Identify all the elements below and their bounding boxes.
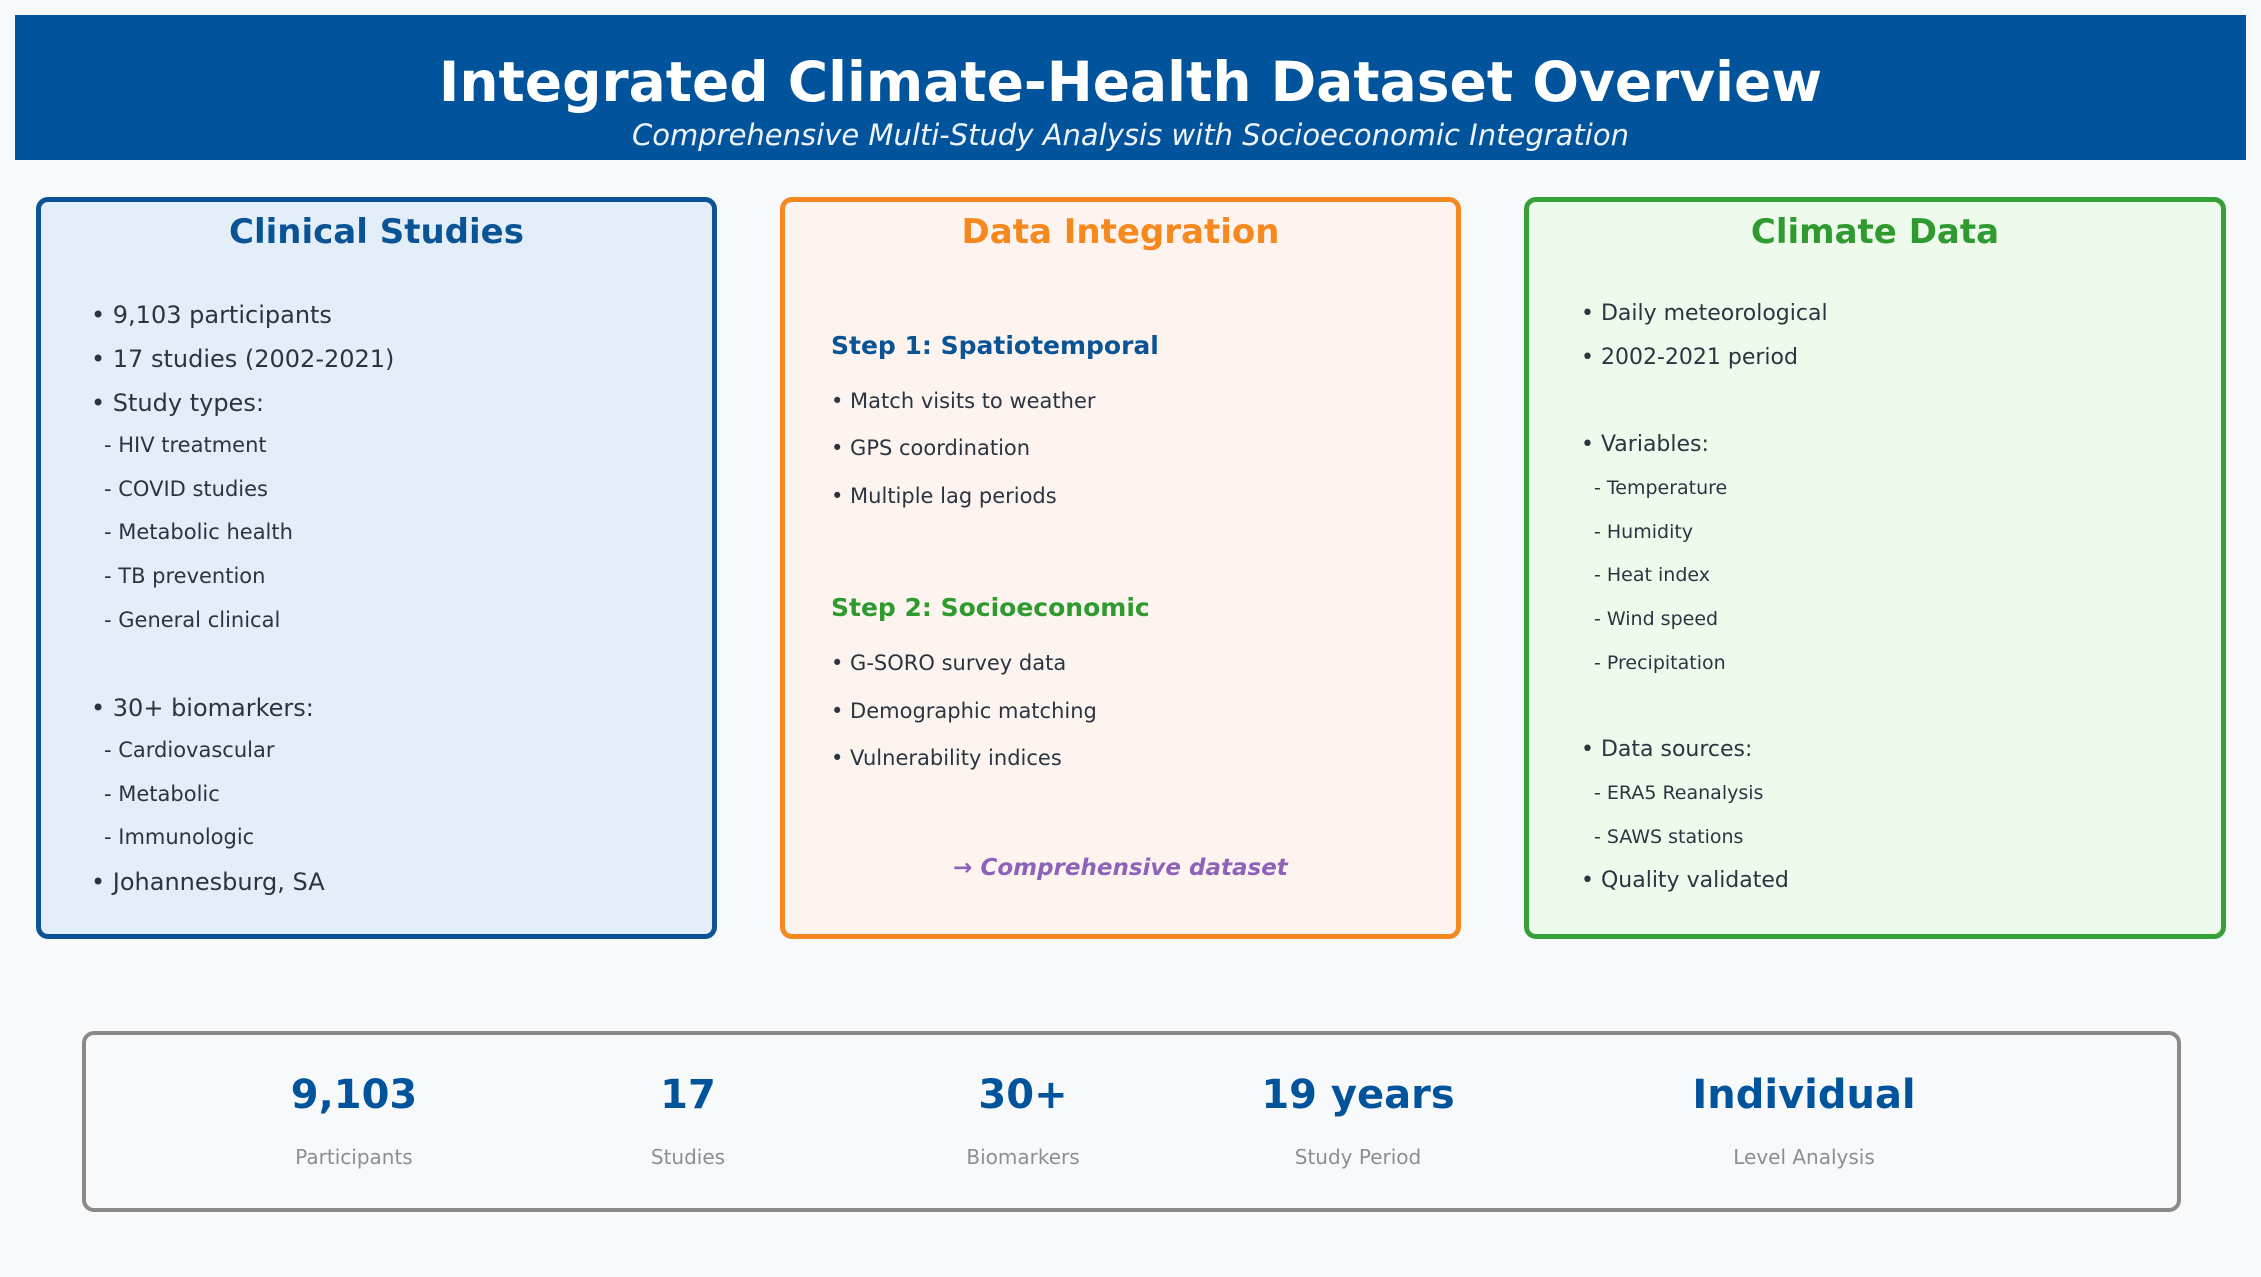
climate-subline: - SAWS stations: [1594, 826, 1744, 848]
page-subtitle: Comprehensive Multi-Study Analysis with …: [632, 118, 1629, 152]
clinical-subline: - Cardiovascular: [104, 738, 275, 762]
climate-line: • Data sources:: [1581, 737, 1753, 762]
climate-subline: - Precipitation: [1594, 652, 1726, 674]
stat-label: Participants: [295, 1145, 413, 1169]
clinical-line: • 30+ biomarkers:: [91, 694, 314, 722]
stat-label: Study Period: [1294, 1145, 1422, 1169]
step2-item: • Demographic matching: [831, 699, 1097, 723]
stat-value: 19 years: [1261, 1072, 1455, 1118]
clinical-subline: - HIV treatment: [104, 433, 267, 457]
climate-line: • Quality validated: [1581, 868, 1789, 893]
clinical-subline: - Immunologic: [104, 825, 255, 849]
clinical-line: • Study types:: [91, 389, 264, 417]
climate-subline: - Wind speed: [1594, 608, 1719, 630]
stat-label: Biomarkers: [966, 1145, 1080, 1169]
climate-subline: - Temperature: [1594, 477, 1728, 499]
step1-item: • Match visits to weather: [831, 389, 1096, 413]
clinical-line: • 17 studies (2002-2021): [91, 345, 395, 373]
climate-subline: - ERA5 Reanalysis: [1594, 782, 1764, 804]
stat-value: 9,103: [290, 1072, 418, 1118]
step1-item: • GPS coordination: [831, 436, 1031, 460]
climate-line: • Daily meteorological: [1581, 301, 1828, 326]
climate-line: • Variables:: [1581, 432, 1709, 457]
stat-value: 30+: [978, 1072, 1068, 1118]
header-banner: Integrated Climate-Health Dataset Overvi…: [15, 15, 2246, 160]
clinical-panel-title: Clinical Studies: [229, 212, 524, 252]
stat-label: Level Analysis: [1733, 1145, 1875, 1169]
step2-item: • Vulnerability indices: [831, 746, 1062, 770]
step1-item: • Multiple lag periods: [831, 484, 1057, 508]
climate-data-panel: Climate Data • Daily meteorological • 20…: [1524, 197, 2226, 939]
step1-heading: Step 1: Spatiotemporal: [831, 331, 1159, 360]
clinical-line: • Johannesburg, SA: [91, 868, 325, 896]
clinical-studies-panel: Clinical Studies • 9,103 participants • …: [36, 197, 717, 939]
integration-panel-title: Data Integration: [961, 212, 1280, 252]
step2-item: • G-SORO survey data: [831, 651, 1067, 675]
step2-heading: Step 2: Socioeconomic: [831, 593, 1150, 622]
stat-value: Individual: [1692, 1072, 1916, 1118]
comprehensive-dataset-note: → Comprehensive dataset: [953, 855, 1288, 881]
data-integration-panel: Data Integration Step 1: Spatiotemporal …: [780, 197, 1461, 939]
page-title: Integrated Climate-Health Dataset Overvi…: [438, 50, 1823, 114]
climate-line: • 2002-2021 period: [1581, 345, 1798, 370]
summary-stats-box: 9,103 Participants 17 Studies 30+ Biomar…: [82, 1031, 2181, 1212]
stat-label: Studies: [650, 1145, 726, 1169]
climate-panel-title: Climate Data: [1750, 212, 2000, 252]
clinical-subline: - General clinical: [104, 608, 281, 632]
clinical-subline: - Metabolic: [104, 782, 220, 806]
clinical-subline: - COVID studies: [104, 477, 268, 501]
climate-subline: - Humidity: [1594, 521, 1694, 543]
climate-subline: - Heat index: [1594, 564, 1710, 586]
clinical-subline: - Metabolic health: [104, 520, 293, 544]
clinical-line: • 9,103 participants: [91, 301, 332, 329]
clinical-subline: - TB prevention: [104, 564, 266, 588]
stat-value: 17: [660, 1072, 716, 1118]
